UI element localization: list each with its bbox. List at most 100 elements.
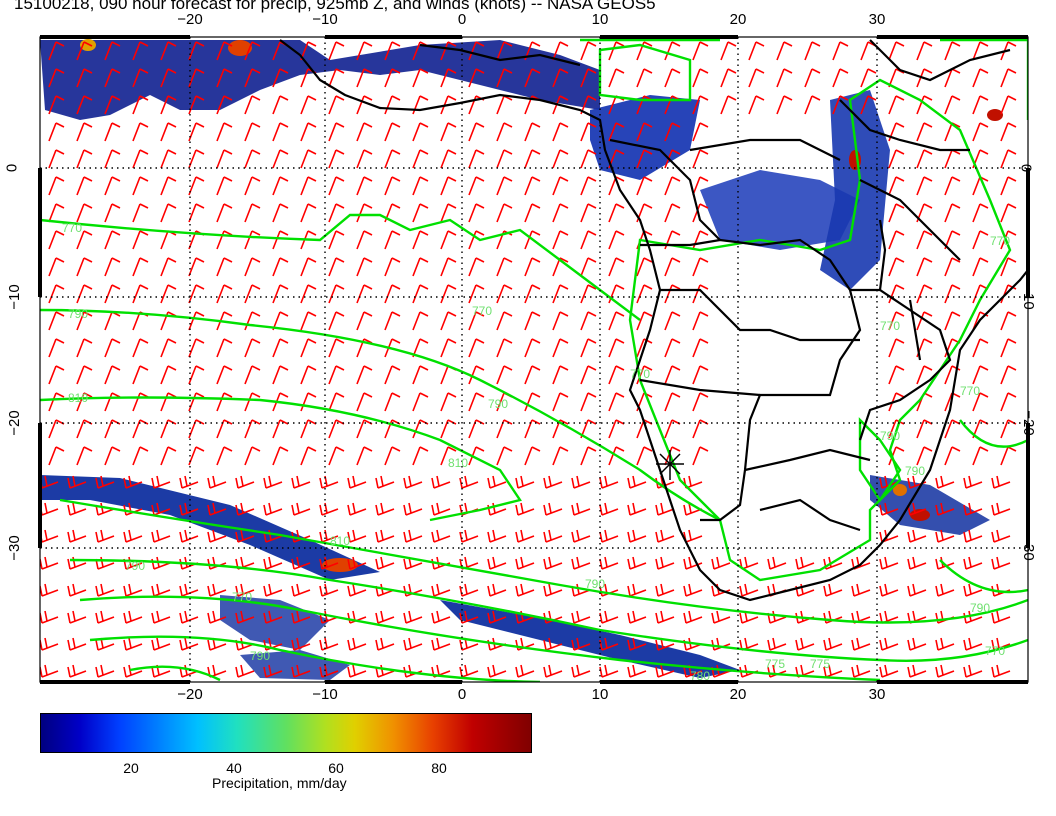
wind-barb <box>963 637 983 651</box>
contour-line <box>69 558 1028 663</box>
wind-barb <box>907 583 927 597</box>
wind-barb <box>972 446 989 466</box>
wind-barb <box>860 95 877 115</box>
wind-barb <box>1000 338 1017 358</box>
wind-barb <box>244 122 261 142</box>
wind-barb <box>160 41 177 61</box>
wind-barb <box>1000 176 1017 196</box>
wind-barb <box>356 365 373 385</box>
wind-barb <box>823 583 843 597</box>
wind-barb <box>431 475 451 489</box>
wind-barb <box>412 149 429 169</box>
wind-barb <box>48 203 65 223</box>
precip-patch-west-africa <box>590 95 700 180</box>
wind-barb <box>375 475 395 489</box>
wind-barb <box>384 446 401 466</box>
wind-barb <box>935 475 955 489</box>
wind-barb <box>963 583 983 597</box>
wind-barb <box>571 664 591 678</box>
wind-barb <box>580 41 597 61</box>
wind-barb <box>683 583 703 597</box>
wind-barb <box>832 41 849 61</box>
wind-barb <box>552 257 569 277</box>
wind-barb <box>132 365 149 385</box>
wind-barb <box>328 176 345 196</box>
wind-barb <box>823 637 843 651</box>
wind-barb <box>496 365 513 385</box>
wind-barb <box>104 257 121 277</box>
wind-barb <box>160 176 177 196</box>
wind-barb <box>40 556 59 570</box>
wind-barb <box>123 583 143 597</box>
wind-barb <box>580 446 597 466</box>
wind-barb <box>580 68 597 88</box>
wind-barb <box>599 529 619 543</box>
wind-barb <box>468 311 485 331</box>
wind-barb <box>104 446 121 466</box>
wind-barb <box>48 257 65 277</box>
wind-barb <box>440 230 457 250</box>
wind-barb <box>76 284 93 304</box>
lon-tick-bottom: −20 <box>177 686 203 703</box>
wind-barb <box>272 257 289 277</box>
wind-barb <box>692 446 709 466</box>
wind-barb <box>963 556 983 570</box>
wind-barb <box>524 149 541 169</box>
wind-barb <box>487 664 507 678</box>
wind-barb <box>300 392 317 412</box>
wind-barb <box>76 122 93 142</box>
precip-colorbar <box>40 713 532 753</box>
wind-barb <box>440 203 457 223</box>
wind-barb <box>440 311 457 331</box>
wind-barb <box>291 475 311 489</box>
wind-barb <box>272 203 289 223</box>
wind-barb <box>804 41 821 61</box>
wind-barb <box>767 637 787 651</box>
wind-barb <box>552 149 569 169</box>
wind-barb <box>412 176 429 196</box>
wind-barb <box>431 529 451 543</box>
wind-barb <box>300 203 317 223</box>
wind-barb <box>188 365 205 385</box>
wind-barb <box>384 122 401 142</box>
wind-barb <box>384 284 401 304</box>
wind-barb <box>496 95 513 115</box>
wind-barb <box>571 637 591 651</box>
wind-barb <box>636 284 653 304</box>
wind-barb <box>216 41 233 61</box>
contour-label: 770 <box>232 590 252 604</box>
wind-barb <box>67 583 87 597</box>
wind-barb <box>207 502 227 516</box>
wind-barb <box>179 583 199 597</box>
wind-barb <box>580 230 597 250</box>
wind-barb <box>244 149 261 169</box>
wind-barb <box>179 610 199 624</box>
wind-barb <box>935 502 955 516</box>
contour-line <box>129 665 221 682</box>
wind-barb <box>879 556 899 570</box>
wind-barb <box>888 230 905 250</box>
wind-barb <box>291 664 311 678</box>
wind-barb <box>104 95 121 115</box>
wind-barb <box>300 311 317 331</box>
wind-barb <box>375 637 395 651</box>
wind-barb <box>636 257 653 277</box>
wind-barb <box>580 257 597 277</box>
wind-barb <box>664 446 681 466</box>
lon-tick-top: 10 <box>591 11 609 28</box>
wind-barb <box>244 257 261 277</box>
wind-barb <box>692 230 709 250</box>
wind-barb <box>235 583 255 597</box>
wind-barb <box>580 122 597 142</box>
wind-barb <box>552 392 569 412</box>
wind-barb <box>188 203 205 223</box>
wind-barb <box>188 311 205 331</box>
wind-barb <box>935 529 955 543</box>
wind-barb <box>95 475 115 489</box>
wind-barb <box>524 338 541 358</box>
contour-line <box>59 498 1028 624</box>
wind-barb <box>216 149 233 169</box>
wind-barb <box>48 149 65 169</box>
wind-barb <box>179 637 199 651</box>
precip-patch-rift <box>820 90 890 290</box>
